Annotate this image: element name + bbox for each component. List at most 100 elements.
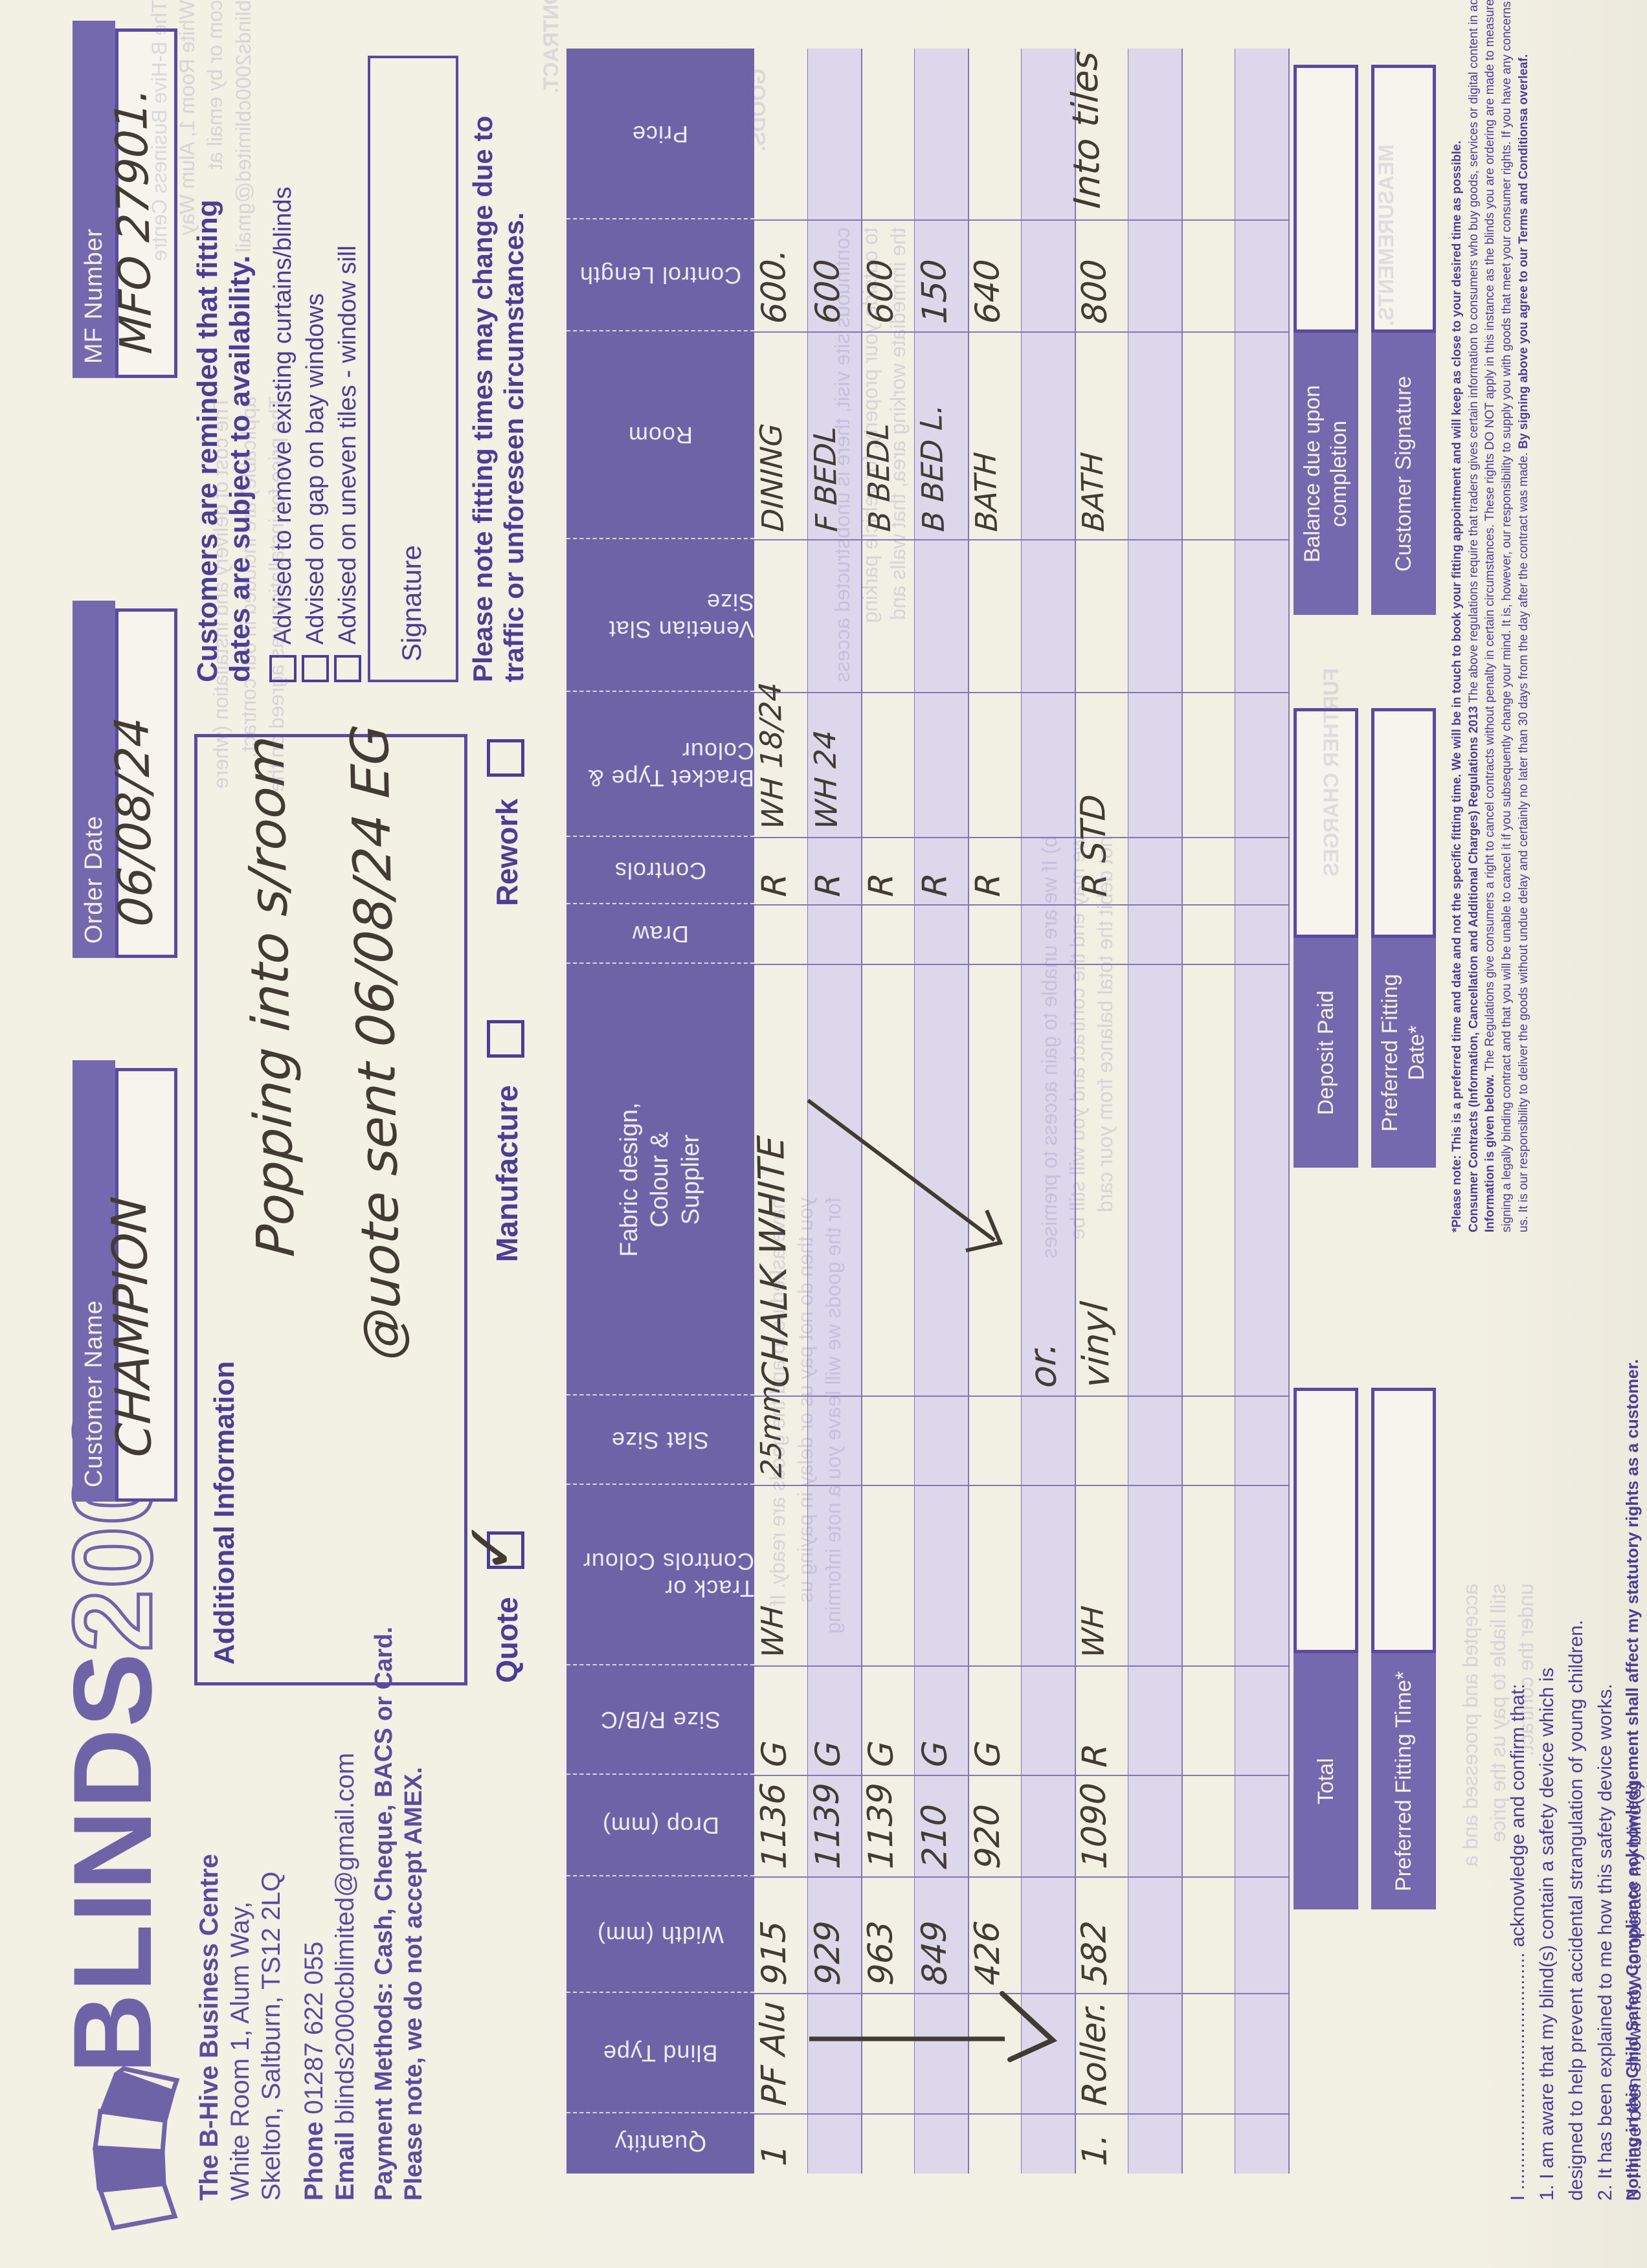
table-cell [1235,219,1288,331]
table-cell [968,1395,1021,1485]
reminder-checkbox [334,655,361,682]
table-cell [1235,904,1288,964]
table-cell [1182,837,1235,904]
cell-handwriting: 920 [967,1803,1008,1870]
table-cell: B BEDL [860,331,914,539]
table-cell: R [914,837,968,904]
additional-information-label: Additional Information [208,1361,240,1665]
address-line-2: White Room 1, Alum Way, [226,1901,254,2201]
table-cell: G [807,1665,861,1775]
cell-handwriting: 600 [807,258,848,325]
table-header-drop-mm-: Drop (mm) [601,1812,719,1840]
table-cell [807,904,861,964]
table-cell [1128,331,1182,539]
table-cell [1021,1876,1075,1993]
table-cell [1128,1876,1182,1993]
table-cell [861,2113,914,2174]
table-cell: WH 24 [807,692,861,837]
order-date-handwriting: 06/08/24 [104,715,163,928]
price-note-handwriting: Into tiles [1063,49,1109,210]
table-cell [1182,904,1235,964]
cell-handwriting: BATH [967,451,1004,533]
table-header-quantity: Quantity [614,2130,707,2157]
table-row-2: 929 1139 G R WH 24 F BEDL 600 [807,49,862,2174]
table-cell [968,964,1021,1395]
cell-handwriting: B BED L. [913,403,951,533]
preferred-fitting-time-box [1371,1388,1436,1653]
table-cell [1182,1395,1235,1485]
total-box [1294,1388,1358,1653]
table-cell [754,49,807,219]
cell-handwriting: CHALK WHITE [750,1134,798,1389]
table-cell [968,539,1021,692]
table-cell [1075,904,1128,964]
table-cell: R STD [1074,794,1128,904]
table-cell [1182,1993,1235,2113]
table-cell [1235,1876,1288,1993]
table-cell [807,2113,861,2174]
table-cell [1075,1395,1128,1485]
table-header-slat-size: Slat Size [611,1427,710,1454]
cell-handwriting: G [915,1739,955,1768]
table-cell [1235,539,1288,692]
table-cell: 1136 [754,1775,807,1876]
table-cell [1235,331,1288,539]
table-cell [1128,49,1182,219]
phone-line: Phone 01287 622 055 [299,1942,329,2201]
table-cell [1128,692,1182,837]
cell-handwriting: 1139 [807,1781,848,1870]
table-cell: 426 [968,1876,1021,1993]
table-row-5: 426 920 G R BATH 640 [967,49,1022,2174]
table-cell: 600 [807,219,861,331]
table-cell: 915 [754,1876,807,1993]
table-cell: 1139 [860,1775,914,1876]
table-cell [1182,331,1235,539]
mf-number-handwriting: MFO 27901. [106,85,162,355]
table-row-9 [1182,49,1236,2174]
table-cell [914,964,968,1395]
acknowledgement-line: I ......................................… [1507,1684,1529,2201]
table-cell: 600 [861,219,914,331]
table-cell: G [754,1665,807,1775]
fine-print-line: Consumer Contracts (Information, Cancell… [1466,0,1481,1232]
table-cell [1021,539,1075,692]
table-cell [1235,837,1288,904]
signature-box: Signature [368,56,458,682]
table-cell: WH [754,1485,807,1665]
table-cell: 582 [1075,1876,1128,1993]
cell-handwriting: 915 [754,1919,794,1986]
total-label: Total [1294,1653,1358,1909]
cell-handwriting: G [808,1739,848,1768]
table-row-7: 1. Roller. 582 1090 R WH vinyl R STD BATH 800 [1074,49,1129,2174]
table-cell [1235,1993,1288,2113]
table-cell [861,1485,914,1665]
fine-print-line: signing a legally binding contract and t… [1499,0,1514,1232]
table-header-track-or-controls-colour: Track or Controls Colour [582,1548,754,1603]
cell-handwriting: 1139 [860,1781,901,1870]
cell-handwriting: WH 24 [807,729,844,830]
table-cell [968,1485,1021,1665]
customer-name-handwriting: CHAMPION [101,1195,162,1459]
cell-handwriting: DINING [753,422,790,533]
table-cell [1128,964,1182,1395]
preferred-fitting-date-box [1371,708,1436,938]
rework-checkbox [487,739,524,777]
table-cell: 849 [914,1876,968,1993]
acknowledgement-line: 2. It has been explained to me how this … [1595,1684,1616,2201]
cell-handwriting: F BEDL [807,425,844,533]
table-cell: vinyl [1074,964,1128,1395]
blinds-fan-logo-icon [92,2066,180,2231]
table-row-1: 1 PF Alu 915 1136 G WH 25mm CHALK WHITE R WH 18/2… [750,49,809,2174]
table-cell [1021,1665,1075,1775]
table-cell: 1 [754,2113,807,2174]
cell-handwriting: WH [1075,1605,1111,1659]
table-cell [807,1993,861,2113]
payment-amex-line: Please note, we do not accept AMEX. [400,1766,427,2201]
fine-print-block: *Please note: This is a preferred time a… [1449,0,1532,1232]
table-cell [1182,2113,1235,2174]
cell-handwriting: R [808,871,848,898]
table-cell [1128,837,1182,904]
quote-tick-handwriting: ✓ [452,1517,529,1577]
cell-handwriting: WH 18/24 [752,681,790,830]
table-cell [1182,219,1235,331]
